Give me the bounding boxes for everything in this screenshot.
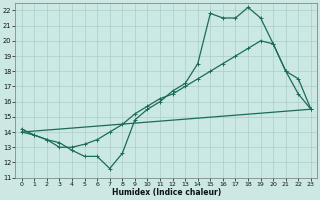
X-axis label: Humidex (Indice chaleur): Humidex (Indice chaleur) <box>112 188 221 197</box>
